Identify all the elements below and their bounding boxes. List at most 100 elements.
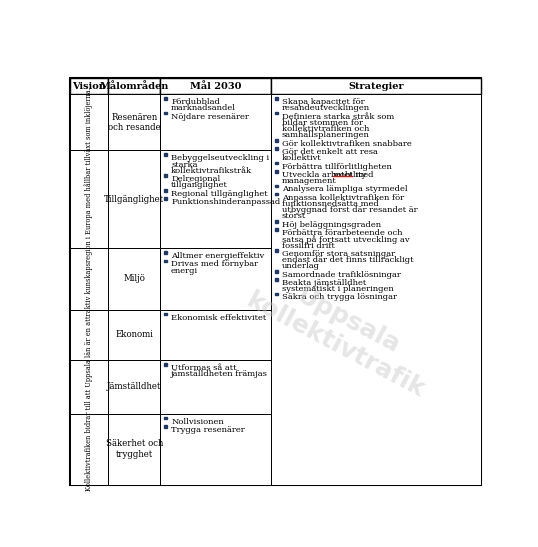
Bar (275, 278, 278, 281)
Bar (275, 193, 278, 195)
Bar (164, 154, 167, 156)
Bar (160, 150, 271, 248)
Text: Genomför stora satsningar: Genomför stora satsningar (282, 250, 395, 258)
Text: Tillgänglighet: Tillgänglighet (104, 195, 164, 203)
Bar (275, 97, 278, 100)
Text: Gör det enkelt att resa: Gör det enkelt att resa (282, 148, 378, 156)
Text: bildar stommen för: bildar stommen för (282, 119, 363, 127)
Text: tillgänglighet: tillgänglighet (171, 182, 228, 189)
Text: management: management (282, 177, 337, 185)
Text: Analysera lämpliga styrmedel: Analysera lämpliga styrmedel (282, 185, 408, 193)
Text: Nollvisionen: Nollvisionen (171, 417, 224, 426)
Text: Uppsala
kollektivtrafik: Uppsala kollektivtrafik (243, 263, 442, 402)
Bar (164, 189, 167, 191)
Text: satsa på fortsatt utveckling av: satsa på fortsatt utveckling av (282, 235, 409, 244)
Bar (69, 150, 108, 248)
Bar (69, 360, 108, 414)
Text: Förbättra förarbeteende och: Förbättra förarbeteende och (282, 229, 402, 237)
Text: Miljö: Miljö (123, 275, 145, 283)
Text: Strategier: Strategier (348, 82, 404, 91)
Text: starka: starka (171, 160, 197, 168)
Text: Förbättra tillförlitligheten: Förbättra tillförlitligheten (282, 162, 392, 171)
Text: störst: störst (282, 212, 306, 220)
Text: Delregional: Delregional (171, 175, 221, 183)
Text: Säkerhet och
trygghet: Säkerhet och trygghet (105, 439, 163, 459)
Bar (108, 248, 160, 310)
Bar (275, 293, 278, 295)
Bar (271, 78, 481, 94)
Bar (275, 184, 278, 187)
Bar (275, 147, 278, 150)
Text: Bebyggelseutveckling i: Bebyggelseutveckling i (171, 154, 269, 162)
Text: Ekonomisk effektivitet: Ekonomisk effektivitet (171, 313, 266, 322)
Text: Alltmer energieffektiv: Alltmer energieffektiv (171, 252, 264, 260)
Bar (160, 360, 271, 414)
Bar (275, 170, 278, 173)
Bar (108, 310, 160, 360)
Bar (69, 94, 108, 150)
Text: kollektivtrafiken och: kollektivtrafiken och (282, 125, 369, 133)
Text: Kollektivtrafiken bidrar till att Uppsala län är en attraktiv kunskapsregion i E: Kollektivtrafiken bidrar till att Uppsal… (84, 88, 93, 491)
Text: Beakta jämställdhet: Beakta jämställdhet (282, 279, 366, 287)
Text: Definiera starka stråk som: Definiera starka stråk som (282, 113, 394, 120)
Text: Vision: Vision (72, 82, 106, 91)
Bar (164, 97, 167, 100)
Bar (164, 417, 167, 420)
Bar (108, 150, 160, 248)
Text: Målområden: Målområden (100, 82, 169, 91)
Bar (275, 220, 278, 223)
Text: marknadsandel: marknadsandel (171, 104, 236, 112)
Text: funktionsnedsätta med: funktionsnedsätta med (282, 200, 379, 208)
Text: fossilfri drift: fossilfri drift (282, 242, 335, 249)
Bar (108, 360, 160, 414)
Bar (275, 162, 278, 165)
Text: Skapa kapacitet för: Skapa kapacitet för (282, 98, 365, 106)
Bar (275, 139, 278, 142)
Bar (275, 112, 278, 114)
Bar (164, 174, 167, 177)
Bar (108, 94, 160, 150)
Text: Funktionshinderanpassad: Funktionshinderanpassad (171, 198, 280, 206)
Text: Säkra och trygga lösningar: Säkra och trygga lösningar (282, 294, 397, 301)
Bar (69, 248, 108, 310)
Bar (164, 425, 167, 428)
Bar (160, 310, 271, 360)
Text: Samordnade trafiklösningar: Samordnade trafiklösningar (282, 271, 401, 278)
Bar (108, 78, 160, 94)
Text: jämställdheten främjas: jämställdheten främjas (171, 370, 268, 378)
Text: Fördubblad: Fördubblad (171, 98, 220, 106)
Text: Nöjdare resenärer: Nöjdare resenärer (171, 113, 249, 120)
Text: Gör kollektivtrafiken snabbare: Gör kollektivtrafiken snabbare (282, 139, 412, 148)
Text: Ekonomi: Ekonomi (115, 330, 153, 339)
Text: Drivas med förnybar: Drivas med förnybar (171, 260, 258, 268)
Bar (164, 197, 167, 200)
Text: Utformas så att: Utformas så att (171, 364, 237, 371)
Text: systematiskt i planeringen: systematiskt i planeringen (282, 285, 394, 293)
Text: resandeutvecklingen: resandeutvecklingen (282, 104, 370, 112)
Bar (164, 313, 167, 316)
Bar (69, 310, 108, 360)
Bar (164, 259, 167, 262)
Text: kollektivt: kollektivt (282, 154, 322, 162)
Text: energi: energi (171, 266, 198, 275)
Bar (164, 251, 167, 254)
Text: Resenären
och resande: Resenären och resande (108, 113, 161, 132)
Text: Jämställdhet: Jämställdhet (107, 382, 161, 391)
Text: Anpassa kollektivtrafiken för: Anpassa kollektivtrafiken för (282, 194, 404, 201)
Text: underlag: underlag (282, 263, 320, 270)
Text: mobility: mobility (332, 171, 367, 179)
Bar (275, 249, 278, 252)
Text: endast där det finns tillräckligt: endast där det finns tillräckligt (282, 256, 413, 264)
Text: Regional tillgänglighet: Regional tillgänglighet (171, 190, 268, 197)
Bar (69, 78, 108, 94)
Text: samhällsplaneringen: samhällsplaneringen (282, 131, 370, 139)
Bar (164, 112, 167, 114)
Text: Mål 2030: Mål 2030 (190, 82, 242, 91)
Text: utbyggnad först där resandet är: utbyggnad först där resandet är (282, 206, 417, 214)
Bar (160, 414, 271, 485)
Bar (160, 78, 271, 94)
Bar (271, 94, 481, 485)
Bar (275, 228, 278, 231)
Text: kollektivtrafikstråk: kollektivtrafikstråk (171, 167, 252, 175)
Bar (275, 270, 278, 272)
